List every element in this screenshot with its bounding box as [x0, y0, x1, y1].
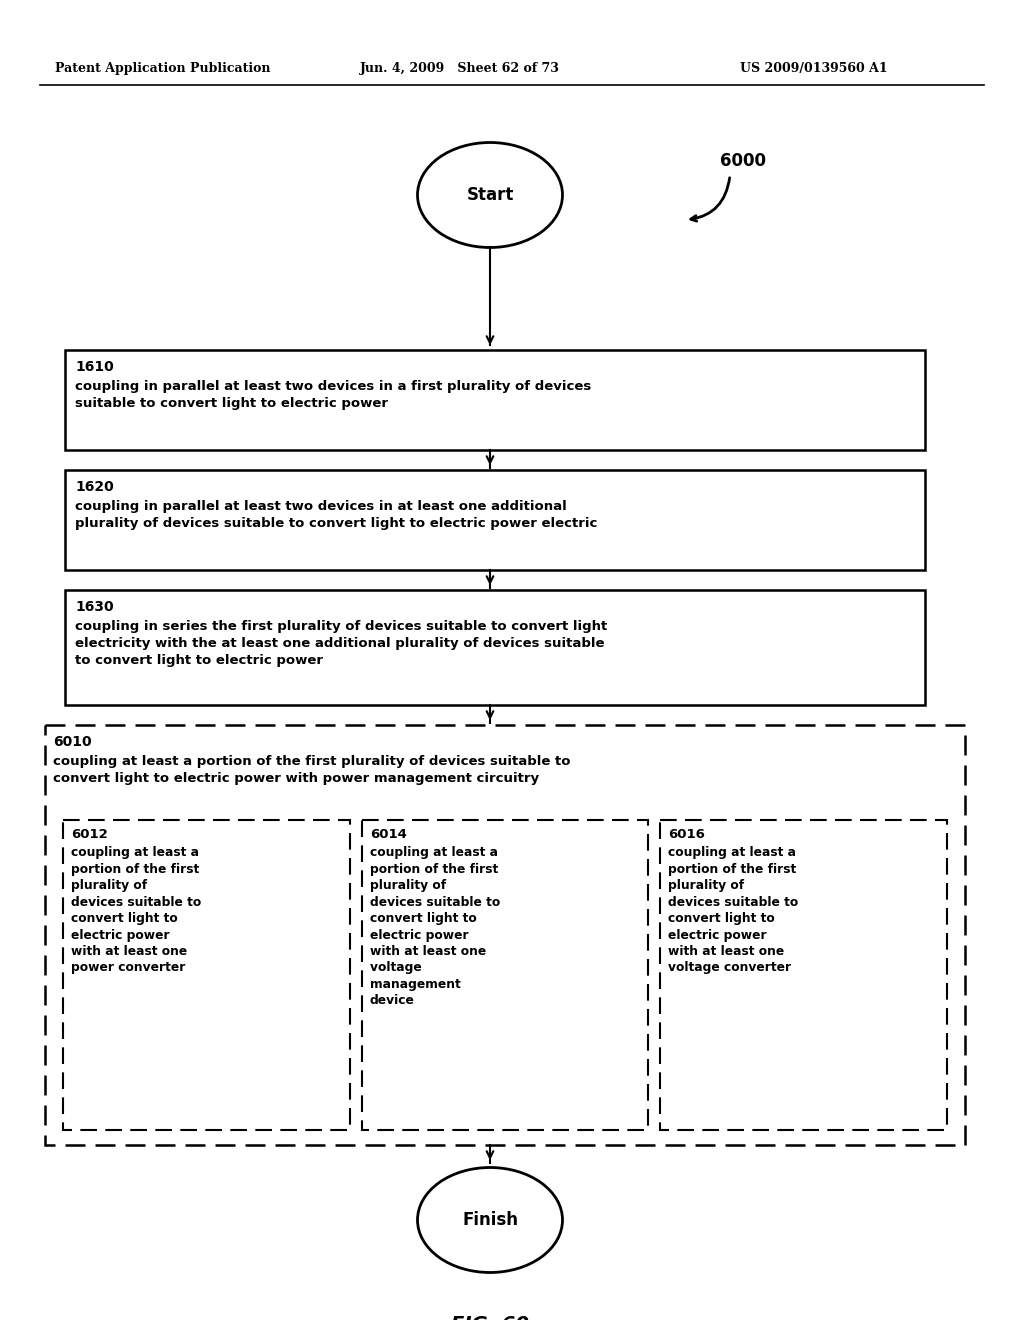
Text: coupling in parallel at least two devices in at least one additional
plurality o: coupling in parallel at least two device… [75, 500, 597, 531]
Bar [63, 820, 349, 1130]
Bar [660, 820, 947, 1130]
Text: coupling at least a portion of the first plurality of devices suitable to
conver: coupling at least a portion of the first… [53, 755, 570, 785]
Bar [361, 820, 648, 1130]
Text: 1630: 1630 [75, 601, 114, 614]
Text: 6010: 6010 [53, 735, 91, 748]
Bar [65, 350, 925, 450]
Text: Finish: Finish [462, 1210, 518, 1229]
Bar [45, 725, 965, 1144]
Text: Start: Start [466, 186, 514, 205]
Text: FIG. 60: FIG. 60 [451, 1316, 529, 1320]
Bar [65, 470, 925, 570]
Text: 6016: 6016 [669, 828, 706, 841]
Text: coupling in series the first plurality of devices suitable to convert light
elec: coupling in series the first plurality o… [75, 620, 607, 667]
Text: 6012: 6012 [71, 828, 108, 841]
Text: coupling at least a 
portion of the first 
plurality of 
devices suitable to 
co: coupling at least a portion of the first… [71, 846, 206, 974]
Text: US 2009/0139560 A1: US 2009/0139560 A1 [740, 62, 888, 75]
Text: 6000: 6000 [720, 152, 766, 170]
Text: 1620: 1620 [75, 480, 114, 494]
Text: 6014: 6014 [370, 828, 407, 841]
Text: Patent Application Publication: Patent Application Publication [55, 62, 270, 75]
Text: 1610: 1610 [75, 360, 114, 374]
Text: coupling at least a 
portion of the first 
plurality of 
devices suitable to 
co: coupling at least a portion of the first… [370, 846, 504, 1007]
Text: coupling in parallel at least two devices in a first plurality of devices
suitab: coupling in parallel at least two device… [75, 380, 591, 411]
Text: coupling at least a 
portion of the first 
plurality of 
devices suitable to 
co: coupling at least a portion of the first… [669, 846, 803, 974]
Text: Jun. 4, 2009   Sheet 62 of 73: Jun. 4, 2009 Sheet 62 of 73 [360, 62, 560, 75]
Bar [65, 590, 925, 705]
